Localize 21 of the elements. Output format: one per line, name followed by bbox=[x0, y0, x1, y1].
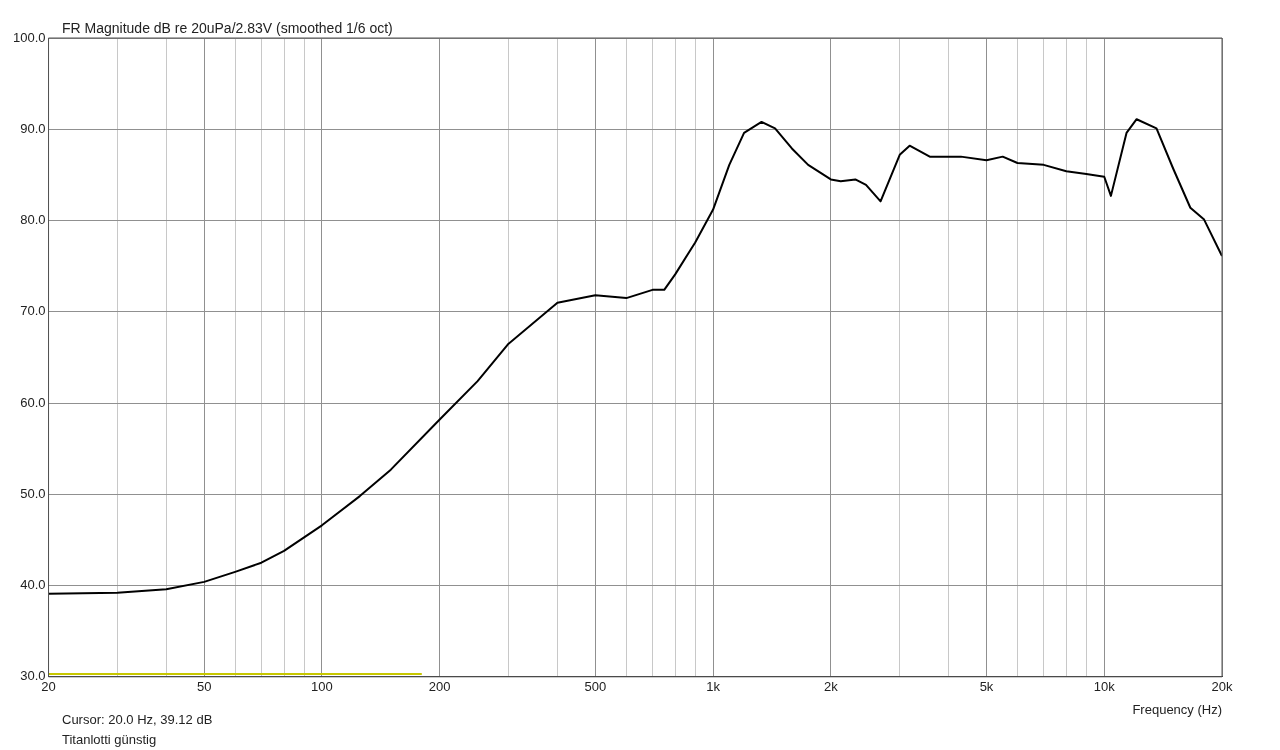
x-tick-label: 100 bbox=[311, 679, 333, 695]
x-tick-label: 1k bbox=[706, 679, 721, 695]
x-tick-label: 200 bbox=[428, 679, 451, 695]
x-tick-label: 10k bbox=[1093, 679, 1116, 695]
text: Cursor: 20.0 Hz, 39.12 dB bbox=[62, 711, 213, 729]
text: Titanlotti günstig bbox=[62, 731, 158, 749]
x-axis-title: Frequency (Hz) bbox=[1132, 701, 1222, 717]
y-tick-label: 80.0 bbox=[20, 212, 46, 228]
x-tick-label: 500 bbox=[584, 679, 607, 695]
y-tick-label: 40.0 bbox=[20, 577, 46, 593]
y-tick-label: 90.0 bbox=[20, 120, 46, 136]
y-tick-label: 60.0 bbox=[20, 394, 46, 410]
x-tick-label: 20 bbox=[41, 679, 56, 695]
y-tick-label: 70.0 bbox=[20, 303, 46, 319]
x-tick-label: 50 bbox=[196, 679, 212, 695]
y-tick-label: 50.0 bbox=[20, 485, 46, 501]
x-tick-label: 5k bbox=[979, 679, 994, 695]
y-tick-label: 100.0 bbox=[12, 29, 46, 45]
x-tick-label: 20k bbox=[1211, 679, 1233, 695]
chart-title: FR Magnitude dB re 20uPa/2.83V (smoothed 1/6 oct) bbox=[62, 20, 393, 36]
x-tick-label: 2k bbox=[823, 679, 839, 695]
